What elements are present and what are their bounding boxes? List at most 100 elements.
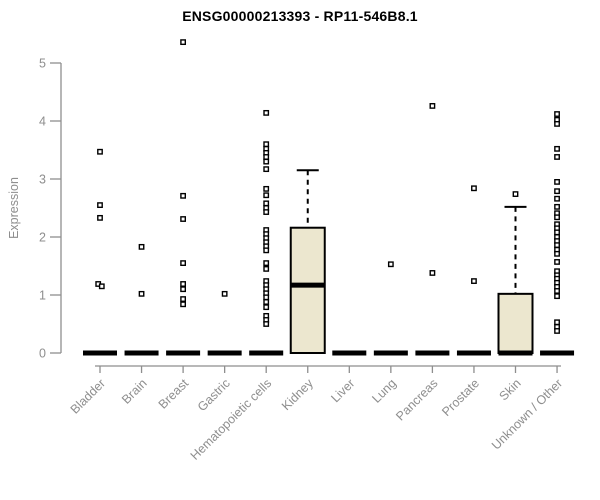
boxplot-unknown-other bbox=[540, 111, 575, 356]
outlier-point bbox=[263, 185, 270, 192]
median-line bbox=[498, 350, 533, 356]
collapsed-box-at-zero bbox=[456, 350, 491, 356]
box-iqr bbox=[289, 226, 326, 354]
outlier-point bbox=[180, 286, 186, 293]
collapsed-box-at-zero bbox=[166, 350, 201, 356]
outlier-point bbox=[263, 166, 270, 173]
outlier-point bbox=[180, 260, 186, 266]
x-tick-label-hematopoietic-cells: Hematopoietic cells bbox=[188, 376, 275, 463]
boxplot-breast bbox=[166, 39, 201, 356]
outlier-point bbox=[263, 109, 270, 116]
outlier-point bbox=[263, 192, 270, 199]
outlier-point bbox=[554, 288, 560, 294]
outlier-point bbox=[180, 301, 186, 308]
y-tick-label-5: 5 bbox=[39, 57, 46, 71]
boxplot-skin bbox=[497, 191, 534, 356]
outlier-point bbox=[512, 191, 519, 197]
outlier-point bbox=[387, 261, 394, 268]
collapsed-box-at-zero bbox=[540, 350, 575, 356]
outlier-point bbox=[554, 120, 560, 127]
x-tick-label-liver: Liver bbox=[328, 376, 357, 405]
outlier-point bbox=[554, 250, 560, 257]
boxplot-hematopoietic-cells bbox=[249, 109, 284, 356]
outlier-point bbox=[263, 154, 270, 160]
collapsed-box-at-zero bbox=[249, 350, 284, 356]
collapsed-box-at-zero bbox=[124, 350, 159, 356]
outlier-point bbox=[263, 200, 270, 207]
outlier-point bbox=[180, 281, 186, 287]
x-tick-label-breast: Breast bbox=[156, 376, 192, 412]
collapsed-box-at-zero bbox=[207, 350, 242, 356]
outlier-point bbox=[554, 195, 560, 202]
outlier-point bbox=[554, 203, 560, 210]
boxplot-prostate bbox=[456, 185, 491, 356]
boxplot-bladder bbox=[83, 148, 117, 356]
x-tick-label-unknown-other: Unknown / Other bbox=[489, 376, 565, 452]
boxplot-brain bbox=[124, 243, 159, 356]
outlier-point bbox=[263, 321, 270, 327]
outlier-point bbox=[554, 328, 560, 334]
boxplot-liver bbox=[332, 350, 367, 356]
outlier-point bbox=[471, 185, 477, 192]
collapsed-box-at-zero bbox=[373, 350, 408, 356]
outlier-point bbox=[263, 294, 270, 301]
outlier-point bbox=[180, 216, 186, 222]
outlier-point bbox=[263, 299, 270, 305]
y-tick-label-1: 1 bbox=[39, 289, 46, 303]
outlier-point bbox=[97, 148, 103, 155]
x-tick-label-brain: Brain bbox=[119, 376, 150, 407]
x-tick-label-prostate: Prostate bbox=[439, 376, 482, 419]
x-tick-label-skin: Skin bbox=[497, 376, 524, 403]
outlier-point bbox=[554, 214, 560, 221]
outlier-point bbox=[97, 214, 103, 221]
y-axis-title: Expression bbox=[7, 177, 21, 239]
boxplot-lung bbox=[373, 261, 408, 356]
outlier-point bbox=[554, 154, 560, 160]
boxplot-gastric bbox=[207, 290, 242, 356]
outlier-point bbox=[263, 260, 270, 266]
chart-title: ENSG00000213393 - RP11-546B8.1 bbox=[182, 8, 418, 24]
y-tick-label-3: 3 bbox=[39, 173, 46, 187]
outlier-point bbox=[554, 111, 560, 117]
outlier-point bbox=[180, 39, 186, 46]
outlier-point bbox=[554, 319, 560, 326]
outlier-point bbox=[554, 229, 560, 236]
boxplot-kidney bbox=[289, 169, 326, 354]
outlier-point bbox=[138, 243, 145, 250]
outlier-point bbox=[263, 141, 270, 148]
x-tick-label-kidney: Kidney bbox=[279, 376, 316, 413]
collapsed-box-at-zero bbox=[415, 350, 450, 356]
outlier-point bbox=[554, 188, 560, 195]
outlier-point bbox=[138, 290, 145, 297]
x-tick-label-gastric: Gastric bbox=[195, 376, 233, 414]
outlier-point bbox=[471, 278, 477, 284]
outlier-point bbox=[263, 266, 270, 272]
x-tick-label-lung: Lung bbox=[369, 376, 399, 406]
median-line bbox=[290, 282, 325, 288]
y-tick-label-4: 4 bbox=[39, 115, 46, 129]
outlier-point bbox=[554, 259, 560, 265]
outlier-point bbox=[263, 158, 270, 165]
outlier-point bbox=[180, 192, 186, 199]
outlier-point bbox=[263, 247, 270, 254]
outlier-point bbox=[429, 270, 436, 276]
outlier-point bbox=[97, 202, 103, 208]
outlier-point bbox=[180, 296, 186, 302]
outlier-point bbox=[429, 103, 436, 109]
x-tick-label-pancreas: Pancreas bbox=[393, 376, 440, 423]
y-tick-label-2: 2 bbox=[39, 231, 46, 245]
collapsed-box-at-zero bbox=[83, 350, 117, 356]
x-tick-label-bladder: Bladder bbox=[68, 376, 108, 416]
boxplot-pancreas bbox=[415, 103, 450, 356]
outlier-point bbox=[554, 178, 560, 185]
outlier-point bbox=[98, 283, 105, 290]
outlier-point bbox=[263, 304, 270, 311]
outlier-point bbox=[554, 145, 560, 152]
box-iqr bbox=[497, 292, 534, 354]
outlier-point bbox=[554, 242, 560, 249]
outlier-point bbox=[263, 209, 270, 215]
collapsed-box-at-zero bbox=[332, 350, 367, 356]
outlier-point bbox=[221, 290, 228, 297]
